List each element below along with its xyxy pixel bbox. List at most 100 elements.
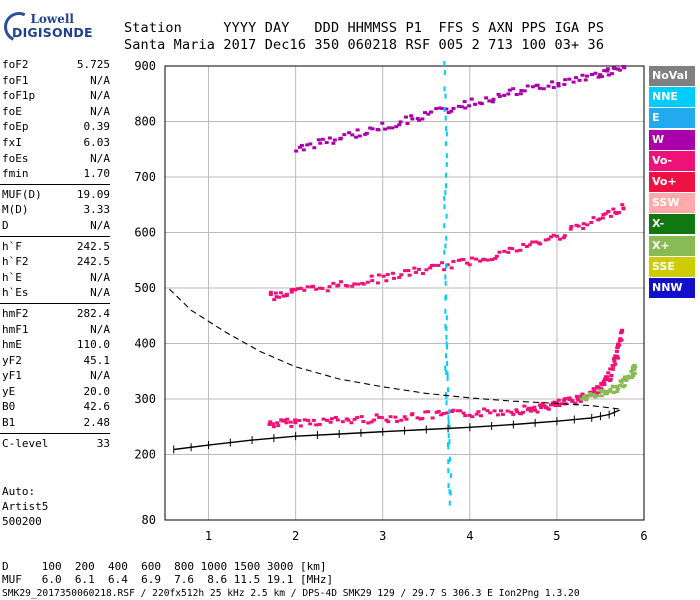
data-point xyxy=(631,374,636,378)
data-point xyxy=(584,395,589,399)
data-point xyxy=(443,86,446,92)
data-point xyxy=(359,415,364,419)
data-point xyxy=(280,419,285,423)
data-point xyxy=(599,75,604,79)
data-point xyxy=(448,424,451,430)
data-point xyxy=(352,282,357,286)
data-point xyxy=(406,269,411,273)
data-point xyxy=(436,263,441,267)
data-point xyxy=(295,287,300,291)
data-point xyxy=(276,424,281,428)
data-point xyxy=(379,416,384,420)
data-point xyxy=(388,415,393,419)
data-point xyxy=(569,225,574,229)
data-point xyxy=(299,143,304,147)
data-point xyxy=(404,417,409,421)
data-point xyxy=(430,416,435,420)
data-point xyxy=(606,371,611,375)
data-point xyxy=(574,223,579,227)
data-point xyxy=(327,136,332,140)
data-point xyxy=(491,97,496,101)
data-point xyxy=(342,133,347,137)
data-point xyxy=(444,107,449,111)
data-point xyxy=(402,415,407,419)
data-point xyxy=(612,356,617,360)
data-point xyxy=(335,418,340,422)
legend-item-x-: X- xyxy=(649,214,695,235)
data-point xyxy=(403,115,408,119)
data-point xyxy=(416,267,421,271)
data-point xyxy=(615,389,620,393)
data-point xyxy=(444,115,447,121)
param-label: h`F xyxy=(2,239,22,253)
data-point xyxy=(444,353,447,359)
data-point xyxy=(598,73,603,77)
data-point xyxy=(268,293,273,297)
auto-algorithm: Artist5 xyxy=(2,500,49,513)
data-point xyxy=(375,281,380,285)
param-label: B0 xyxy=(2,400,16,414)
param-value: N/A xyxy=(90,73,110,87)
data-point xyxy=(485,409,490,413)
data-point xyxy=(602,69,607,73)
data-point xyxy=(514,249,519,253)
data-point xyxy=(525,408,530,412)
data-point xyxy=(444,274,447,280)
data-point xyxy=(568,397,573,401)
data-point xyxy=(554,401,559,405)
data-point xyxy=(415,117,420,121)
data-point xyxy=(332,138,337,142)
data-point xyxy=(532,405,537,409)
x-tick-label: 2 xyxy=(292,529,299,543)
data-point xyxy=(589,220,594,224)
data-point xyxy=(285,417,290,421)
header-field-names: Station YYYY DAY DDD HHMMSS P1 FFS S AXN… xyxy=(124,20,605,36)
param-row: foF1p N/A xyxy=(0,88,110,104)
data-point xyxy=(470,415,475,419)
data-point xyxy=(449,109,454,113)
data-point xyxy=(579,397,584,401)
data-point xyxy=(394,125,399,129)
data-point xyxy=(333,415,338,419)
data-point xyxy=(605,67,610,71)
data-point xyxy=(420,271,425,275)
data-point xyxy=(436,409,441,413)
param-label: foF1 xyxy=(2,73,29,87)
data-point xyxy=(616,387,621,391)
data-point xyxy=(540,401,545,405)
data-point xyxy=(458,409,463,413)
param-value: N/A xyxy=(90,322,110,336)
param-value: 42.6 xyxy=(83,400,111,414)
param-row: foF2 5.725 xyxy=(0,57,110,73)
data-point xyxy=(608,367,613,371)
data-point xyxy=(289,290,294,294)
auto-label: Auto: xyxy=(2,485,36,498)
data-point xyxy=(605,69,610,73)
data-point xyxy=(624,378,629,382)
data-point xyxy=(562,398,567,402)
data-point xyxy=(374,413,379,417)
data-point xyxy=(530,240,535,244)
data-point xyxy=(354,135,359,139)
data-point xyxy=(385,273,390,277)
data-point xyxy=(557,237,562,241)
data-point xyxy=(613,362,618,366)
data-point xyxy=(293,421,298,425)
param-label: B1 xyxy=(2,416,16,430)
legend-item-noval: NoVal xyxy=(649,66,695,86)
data-point xyxy=(331,281,336,285)
data-point xyxy=(581,227,586,231)
data-point xyxy=(444,280,447,286)
data-point xyxy=(518,412,523,416)
legend-item-nnw: NNW xyxy=(649,277,695,298)
data-point xyxy=(445,334,448,340)
data-point xyxy=(428,266,433,270)
data-point xyxy=(577,78,582,82)
data-point xyxy=(484,96,489,100)
data-point xyxy=(478,414,483,418)
data-point xyxy=(423,410,428,414)
data-point xyxy=(403,269,408,273)
param-value: N/A xyxy=(90,151,110,165)
data-point xyxy=(579,394,584,398)
